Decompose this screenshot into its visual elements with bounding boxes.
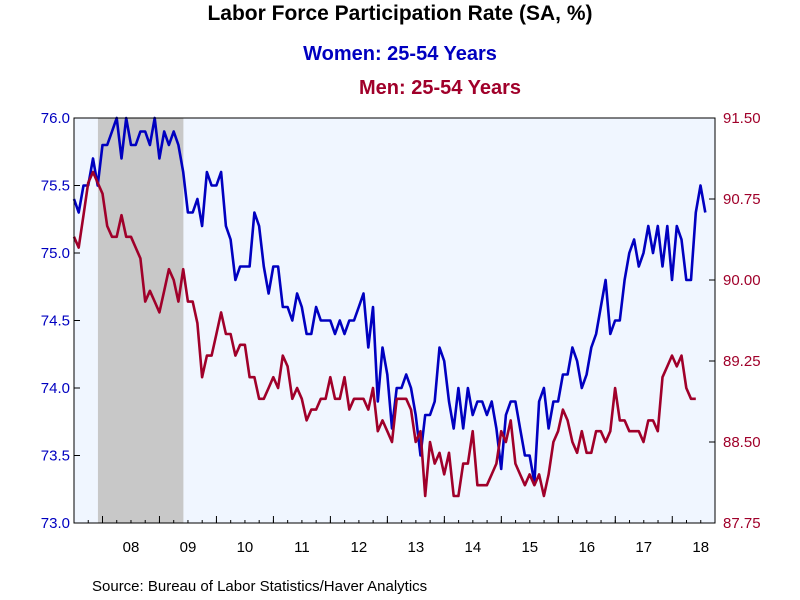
men-series-line xyxy=(72,170,696,498)
right-tick-label: 88.50 xyxy=(723,434,761,451)
legend-women: Women: 25-54 Years xyxy=(303,43,497,65)
x-tick-label: 12 xyxy=(351,539,368,556)
source-note: Source: Bureau of Labor Statistics/Haver… xyxy=(92,578,428,595)
x-tick-label: 11 xyxy=(294,539,310,556)
right-tick-label: 90.00 xyxy=(723,272,761,289)
x-tick-label: 17 xyxy=(635,539,652,556)
x-tick-label: 16 xyxy=(578,539,595,556)
x-tick-label: 15 xyxy=(521,539,538,556)
x-tick-label: 18 xyxy=(692,539,709,556)
right-tick-label: 91.50 xyxy=(723,110,761,127)
left-tick-label: 75.0 xyxy=(41,245,70,262)
x-tick-label: 14 xyxy=(465,539,482,556)
legend-men: Men: 25-54 Years xyxy=(359,77,521,99)
women-series-line xyxy=(72,116,707,484)
x-tick-label: 08 xyxy=(123,539,140,556)
x-tick-label: 10 xyxy=(237,539,254,556)
x-tick-label: 13 xyxy=(408,539,425,556)
left-tick-label: 74.5 xyxy=(41,313,70,330)
left-tick-label: 75.5 xyxy=(41,178,70,195)
right-tick-label: 87.75 xyxy=(723,515,761,532)
left-tick-label: 73.0 xyxy=(41,515,70,532)
x-tick-label: 09 xyxy=(180,539,197,556)
right-tick-label: 90.75 xyxy=(723,191,761,208)
left-tick-label: 76.0 xyxy=(41,110,70,127)
right-tick-label: 89.25 xyxy=(723,353,761,370)
left-tick-label: 73.5 xyxy=(41,448,70,465)
recession-band xyxy=(97,118,184,523)
chart-title: Labor Force Participation Rate (SA, %) xyxy=(207,2,593,25)
left-tick-label: 74.0 xyxy=(41,380,70,397)
